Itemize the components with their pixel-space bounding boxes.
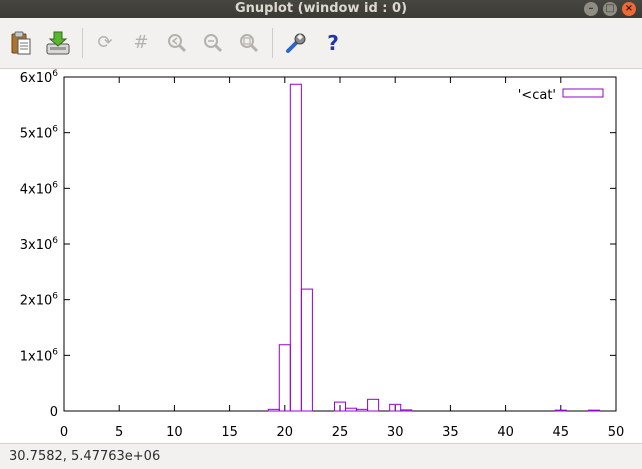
y-tick-label: 5x106 (20, 125, 59, 142)
toolbar-separator (272, 28, 273, 58)
replot-button[interactable]: ⟳ (92, 30, 118, 56)
histogram-bar (289, 83, 302, 412)
x-tick-label: 30 (387, 425, 404, 440)
x-tick-label: 15 (221, 425, 238, 440)
histogram-bar (278, 344, 291, 412)
legend: '<cat' (518, 88, 604, 103)
histogram-bar (356, 408, 369, 412)
toolbar-separator (82, 28, 83, 58)
histogram-bar (587, 409, 600, 412)
maximize-button[interactable]: □ (603, 2, 617, 16)
previous-zoom-button[interactable] (164, 30, 190, 56)
zoom-fit-icon (240, 34, 259, 53)
y-tick-label: 4x106 (20, 180, 59, 197)
export-button[interactable] (45, 30, 71, 56)
legend-label: '<cat' (518, 88, 556, 103)
x-tick-label: 35 (442, 425, 459, 440)
x-tick-label: 25 (332, 425, 349, 440)
settings-button[interactable] (283, 30, 309, 56)
x-tick-label: 50 (608, 425, 625, 440)
help-icon: ? (327, 31, 339, 55)
histogram-bar (333, 401, 347, 412)
clipboard-icon (11, 31, 31, 55)
x-tick-label: 40 (497, 425, 514, 440)
histogram-bar (367, 398, 380, 412)
x-tick-label: 5 (115, 425, 123, 440)
y-tick-label: 6x106 (20, 69, 59, 86)
histogram-bar (345, 407, 358, 412)
y-tick-label: 2x106 (20, 292, 59, 309)
plot-border (63, 76, 617, 412)
copy-to-clipboard-button[interactable] (8, 30, 34, 56)
y-tick-label: 1x106 (20, 347, 59, 364)
legend-swatch (562, 88, 604, 98)
help-button[interactable]: ? (320, 30, 346, 56)
plot-area[interactable]: 0 1x106 2x106 3x106 4x106 5x106 6x106 0 5 10 15 20… (0, 69, 642, 441)
wrench-icon (286, 33, 306, 53)
toolbar: ⟳ # ? (0, 18, 642, 69)
cursor-coordinates: 30.7582, 5.47763e+06 (9, 449, 161, 464)
export-icon (46, 31, 70, 55)
x-tick-label: 0 (60, 425, 68, 440)
grid-button[interactable]: # (128, 30, 154, 56)
y-tick-label: 0 (50, 405, 58, 420)
grid-icon: # (133, 32, 149, 53)
histogram-bar (267, 408, 280, 412)
minimize-button[interactable]: – (584, 2, 598, 16)
histogram-chart[interactable]: 0 1x106 2x106 3x106 4x106 5x106 6x106 0 5 10 15 20… (0, 69, 642, 441)
autoscale-button[interactable] (236, 30, 262, 56)
refresh-icon: ⟳ (97, 32, 113, 53)
zoom-back-icon (168, 34, 187, 53)
status-bar: 30.7582, 5.47763e+06 (0, 443, 642, 469)
histogram-bar (389, 403, 402, 412)
histogram-bar (400, 409, 413, 412)
close-button[interactable]: × (622, 2, 636, 16)
x-tick-label: 10 (166, 425, 183, 440)
x-tick-label: 45 (553, 425, 570, 440)
next-zoom-button[interactable] (200, 30, 226, 56)
title-bar: Gnuplot (window id : 0) – □ × (0, 0, 642, 18)
x-tick-label: 20 (277, 425, 294, 440)
histogram-bar (554, 409, 567, 412)
window-title: Gnuplot (window id : 0) (234, 1, 408, 16)
zoom-forward-icon (204, 34, 223, 53)
histogram-bar (300, 288, 313, 412)
y-tick-label: 3x106 (20, 236, 59, 253)
